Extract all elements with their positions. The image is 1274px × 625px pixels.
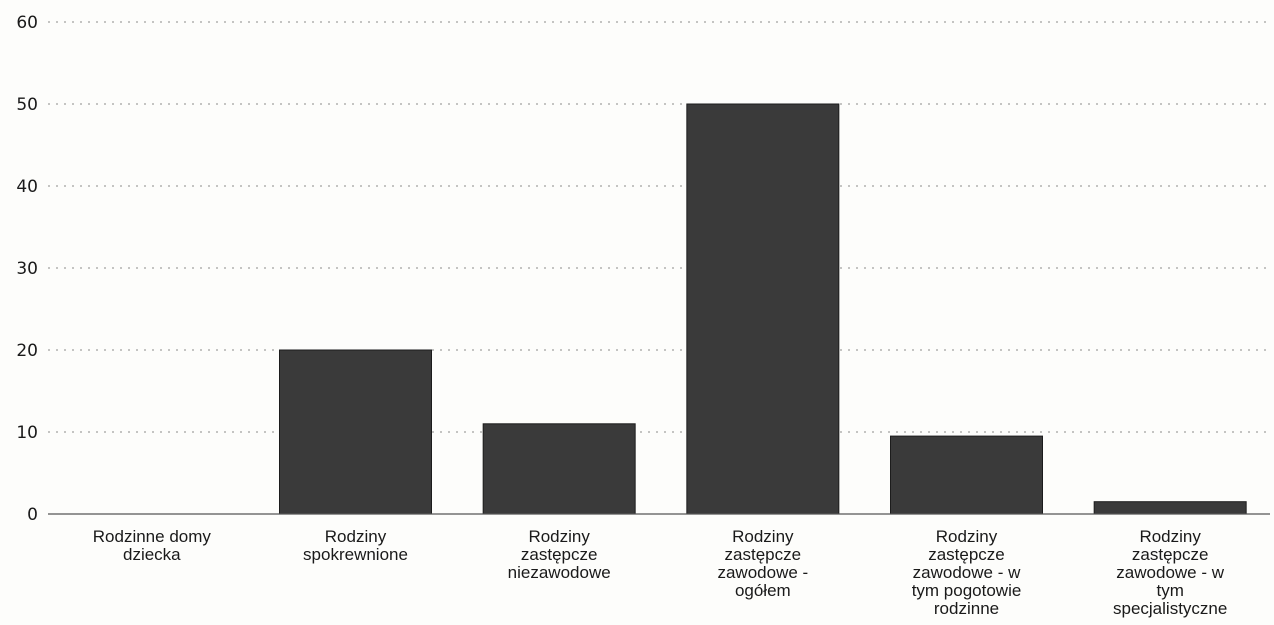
x-category-label-line: niezawodowe — [508, 563, 611, 582]
bar — [686, 103, 840, 515]
y-axis-tick-labels: 0 10 20 30 40 50 60 — [16, 13, 38, 525]
bar — [1093, 501, 1247, 515]
x-category-label: Rodzinne domy dziecka — [93, 527, 212, 564]
x-category-label-line: Rodziny — [1139, 527, 1201, 546]
y-tick-label: 0 — [27, 505, 38, 525]
bar — [890, 435, 1043, 515]
x-category-label: Rodziny spokrewnione — [303, 527, 408, 564]
x-category-label-line: Rodziny — [528, 527, 590, 546]
x-category-label-line: ogółem — [735, 581, 791, 600]
x-category-label: Rodziny zastępcze niezawodowe — [508, 527, 611, 582]
x-category-label: Rodziny zastępcze zawodowe - w tym pogotowi… — [912, 527, 1022, 618]
x-category-label-line: Rodziny — [732, 527, 794, 546]
bars — [279, 103, 1247, 515]
x-category-label-line: zastępcze — [521, 545, 598, 564]
x-category-label-line: zastępcze — [928, 545, 1005, 564]
x-category-label-line: zawodowe - w — [1116, 563, 1224, 582]
x-category-label-line: zawodowe - w — [913, 563, 1021, 582]
x-category-label-line: tym pogotowie — [912, 581, 1022, 600]
y-tick-label: 60 — [16, 13, 38, 33]
x-category-label-line: zastępcze — [725, 545, 802, 564]
x-category-label-line: Rodziny — [325, 527, 387, 546]
x-category-label-line: spokrewnione — [303, 545, 408, 564]
x-category-label: Rodziny zastępcze zawodowe -ogółem — [717, 527, 808, 600]
x-category-label-line: rodzinne — [934, 599, 999, 618]
bar — [482, 423, 636, 515]
x-category-label-line: tym — [1156, 581, 1183, 600]
y-tick-label: 40 — [16, 177, 38, 197]
x-category-label-line: Rodzinne domy — [93, 527, 212, 546]
grid-lines — [48, 21, 1270, 433]
y-tick-label: 20 — [16, 341, 38, 361]
y-tick-label: 50 — [16, 95, 38, 115]
y-tick-label: 10 — [16, 423, 38, 443]
x-category-label-line: specjalistyczne — [1113, 599, 1227, 618]
x-category-label: Rodziny zastępcze zawodowe - w tym specjalis… — [1113, 527, 1227, 618]
x-category-label-line: zastępcze — [1132, 545, 1209, 564]
x-category-label-line: zawodowe - — [717, 563, 808, 582]
y-tick-label: 30 — [16, 259, 38, 279]
x-category-label-line: dziecka — [123, 545, 181, 564]
x-category-label-line: Rodziny — [936, 527, 998, 546]
bar — [279, 349, 432, 515]
